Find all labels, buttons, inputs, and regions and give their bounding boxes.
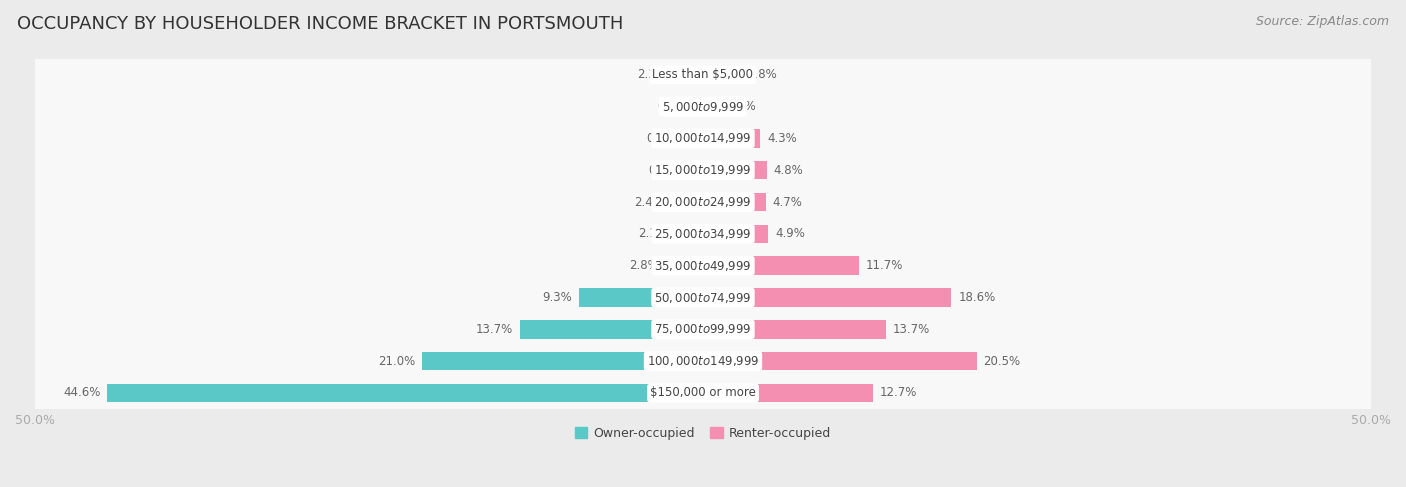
Bar xyxy=(703,320,886,338)
Text: $100,000 to $149,999: $100,000 to $149,999 xyxy=(647,354,759,368)
Text: OCCUPANCY BY HOUSEHOLDER INCOME BRACKET IN PORTSMOUTH: OCCUPANCY BY HOUSEHOLDER INCOME BRACKET … xyxy=(17,15,623,33)
Text: 13.7%: 13.7% xyxy=(893,323,929,336)
Legend: Owner-occupied, Renter-occupied: Owner-occupied, Renter-occupied xyxy=(569,422,837,445)
Bar xyxy=(690,129,703,148)
Bar xyxy=(35,122,1371,154)
Bar xyxy=(675,225,703,243)
Bar xyxy=(35,377,1371,409)
Bar xyxy=(703,288,952,307)
Bar xyxy=(35,59,1371,91)
Text: Less than $5,000: Less than $5,000 xyxy=(652,68,754,81)
Text: 4.8%: 4.8% xyxy=(773,164,804,177)
Text: 4.3%: 4.3% xyxy=(768,132,797,145)
Bar xyxy=(703,352,977,371)
Text: Source: ZipAtlas.com: Source: ZipAtlas.com xyxy=(1256,15,1389,28)
Text: 2.2%: 2.2% xyxy=(637,68,666,81)
Bar xyxy=(35,154,1371,186)
Bar xyxy=(703,161,768,179)
Text: 9.3%: 9.3% xyxy=(543,291,572,304)
Bar xyxy=(35,91,1371,122)
Text: 4.7%: 4.7% xyxy=(772,196,803,208)
Bar xyxy=(692,161,703,179)
Text: 18.6%: 18.6% xyxy=(957,291,995,304)
Bar xyxy=(35,345,1371,377)
Bar xyxy=(35,314,1371,345)
Bar xyxy=(35,218,1371,250)
Bar xyxy=(703,384,873,402)
Bar xyxy=(703,97,720,116)
Text: $150,000 or more: $150,000 or more xyxy=(650,387,756,399)
Text: 12.7%: 12.7% xyxy=(879,387,917,399)
Text: $75,000 to $99,999: $75,000 to $99,999 xyxy=(654,322,752,337)
Text: 2.1%: 2.1% xyxy=(638,227,668,241)
Bar xyxy=(579,288,703,307)
Bar xyxy=(671,193,703,211)
Bar xyxy=(422,352,703,371)
Bar xyxy=(520,320,703,338)
Text: 1.3%: 1.3% xyxy=(727,100,756,113)
Text: $15,000 to $19,999: $15,000 to $19,999 xyxy=(654,163,752,177)
Bar xyxy=(673,66,703,84)
Text: $50,000 to $74,999: $50,000 to $74,999 xyxy=(654,291,752,304)
Text: 44.6%: 44.6% xyxy=(63,387,100,399)
Bar xyxy=(107,384,703,402)
Bar xyxy=(35,281,1371,314)
Bar xyxy=(703,193,766,211)
Bar xyxy=(35,186,1371,218)
Text: 2.4%: 2.4% xyxy=(634,196,664,208)
Text: $20,000 to $24,999: $20,000 to $24,999 xyxy=(654,195,752,209)
Text: $10,000 to $14,999: $10,000 to $14,999 xyxy=(654,131,752,146)
Text: 11.7%: 11.7% xyxy=(866,259,904,272)
Text: $35,000 to $49,999: $35,000 to $49,999 xyxy=(654,259,752,273)
Text: 0.79%: 0.79% xyxy=(648,164,686,177)
Text: 13.7%: 13.7% xyxy=(477,323,513,336)
Text: 2.8%: 2.8% xyxy=(628,259,659,272)
Bar xyxy=(703,129,761,148)
Bar xyxy=(703,225,769,243)
Text: $25,000 to $34,999: $25,000 to $34,999 xyxy=(654,227,752,241)
Bar xyxy=(665,257,703,275)
Text: 20.5%: 20.5% xyxy=(984,355,1021,368)
Text: 0.99%: 0.99% xyxy=(645,132,683,145)
Text: 2.8%: 2.8% xyxy=(747,68,778,81)
Bar xyxy=(703,257,859,275)
Bar xyxy=(702,97,703,116)
Bar xyxy=(703,66,741,84)
Text: $5,000 to $9,999: $5,000 to $9,999 xyxy=(662,99,744,113)
Text: 4.9%: 4.9% xyxy=(775,227,806,241)
Text: 21.0%: 21.0% xyxy=(378,355,416,368)
Bar xyxy=(35,250,1371,281)
Text: 0.13%: 0.13% xyxy=(658,100,695,113)
